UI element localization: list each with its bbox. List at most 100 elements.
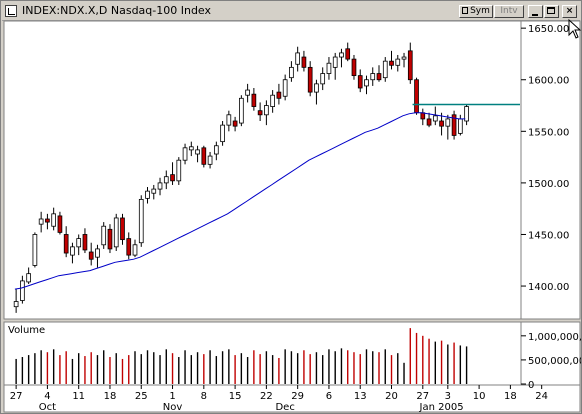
candle-body	[276, 91, 282, 99]
price-tick-label: 1550.00	[528, 127, 569, 138]
candle-body	[407, 50, 413, 81]
candle-body	[457, 118, 463, 134]
candle-body	[245, 89, 250, 96]
day-tick-label: 29	[291, 391, 304, 402]
price-tick-label: 1650.00	[528, 24, 569, 35]
candle-body	[38, 218, 44, 225]
window-title: INDEX:NDX.X,D Nasdaq-100 Index	[22, 4, 212, 17]
minimize-icon	[532, 14, 538, 16]
candle-body	[401, 56, 407, 60]
mouse-cursor-icon	[568, 19, 582, 39]
day-tick-label: 1	[169, 391, 175, 402]
candle-body	[295, 52, 301, 65]
day-tick-label: 22	[260, 391, 273, 402]
day-tick-label: 20	[385, 391, 398, 402]
candle-body	[120, 217, 125, 241]
candle-body	[157, 182, 163, 190]
candle-body	[257, 110, 263, 116]
interval-button-label: Intv	[500, 6, 518, 16]
candle-body	[107, 228, 113, 250]
day-tick-label: 27	[416, 391, 429, 402]
day-tick-label: 6	[326, 391, 332, 402]
candle-body	[176, 159, 182, 182]
volume-tick-label: 0	[528, 380, 534, 391]
candle-body	[182, 147, 188, 161]
candle-body	[57, 215, 63, 233]
volume-tick-label: 1,000,000,0	[528, 332, 581, 343]
candle-body	[95, 248, 100, 258]
day-tick-label: 10	[473, 391, 486, 402]
day-tick-label: 4	[44, 391, 50, 402]
candle-body	[145, 190, 150, 199]
candle-body	[239, 97, 244, 124]
price-tick-label: 1600.00	[528, 76, 569, 87]
price-tick-label: 1400.00	[528, 282, 569, 293]
day-tick-label: 13	[354, 391, 367, 402]
time-axis-panel[interactable]	[3, 384, 581, 413]
candle-body	[207, 155, 213, 165]
candle-body	[432, 115, 438, 122]
candle-body	[389, 60, 394, 66]
candle-body	[32, 234, 38, 266]
candle-body	[151, 188, 157, 194]
price-axis-panel[interactable]	[520, 20, 581, 320]
candle-body	[101, 225, 107, 246]
candle-body	[45, 218, 50, 223]
candle-body	[51, 213, 57, 227]
candle-body	[26, 273, 31, 283]
candle-body	[301, 56, 307, 68]
candle-body	[439, 120, 444, 127]
interval-button[interactable]: Intv	[494, 5, 524, 18]
title-bar[interactable]: INDEX:NDX.X,D Nasdaq-100 Index Sym Intv …	[2, 2, 580, 21]
candle-body	[326, 62, 332, 74]
candle-body	[201, 147, 207, 165]
maximize-button[interactable]	[544, 5, 559, 18]
month-label: Dec	[275, 402, 294, 413]
candle-body	[170, 174, 175, 182]
candle-body	[163, 176, 169, 184]
candle-body	[270, 94, 275, 107]
volume-tick-label: 500,000,00	[528, 356, 581, 367]
candlestick-series	[13, 42, 469, 313]
candle-body	[70, 246, 75, 256]
price-plot-background[interactable]	[3, 20, 522, 320]
candle-body	[289, 66, 294, 79]
candle-body	[320, 73, 326, 85]
candle-body	[332, 56, 338, 68]
candle-body	[195, 149, 200, 155]
candle-body	[451, 114, 457, 136]
candle-body	[364, 79, 369, 87]
day-tick-label: 18	[104, 391, 117, 402]
day-tick-label: 15	[229, 391, 242, 402]
candle-body	[357, 75, 363, 89]
moving-average-line	[14, 112, 466, 290]
candle-body	[264, 105, 269, 116]
close-button[interactable]: ×	[562, 5, 577, 18]
symbol-button[interactable]: Sym	[459, 5, 493, 18]
candle-body	[382, 60, 388, 79]
day-tick-label: 25	[135, 391, 148, 402]
month-label: Jan 2005	[419, 402, 464, 413]
candle-body	[213, 145, 219, 155]
minimize-button[interactable]	[528, 5, 543, 18]
candle-body	[282, 79, 288, 97]
day-tick-label: 27	[10, 391, 23, 402]
candle-body	[251, 93, 257, 107]
price-tick-label: 1500.00	[528, 179, 569, 190]
candle-body	[82, 234, 88, 251]
candle-body	[138, 198, 144, 244]
candle-body	[88, 251, 94, 260]
candle-body	[345, 48, 351, 60]
candle-body	[126, 238, 132, 256]
candle-body	[376, 73, 382, 81]
volume-plot-background[interactable]	[3, 321, 522, 386]
candle-body	[414, 79, 419, 114]
candle-body	[314, 83, 319, 93]
chart-window-icon[interactable]	[5, 5, 17, 17]
day-tick-label: 8	[201, 391, 207, 402]
month-label: Oct	[39, 402, 56, 413]
candle-body	[13, 301, 19, 308]
volume-bar-series	[15, 328, 468, 384]
